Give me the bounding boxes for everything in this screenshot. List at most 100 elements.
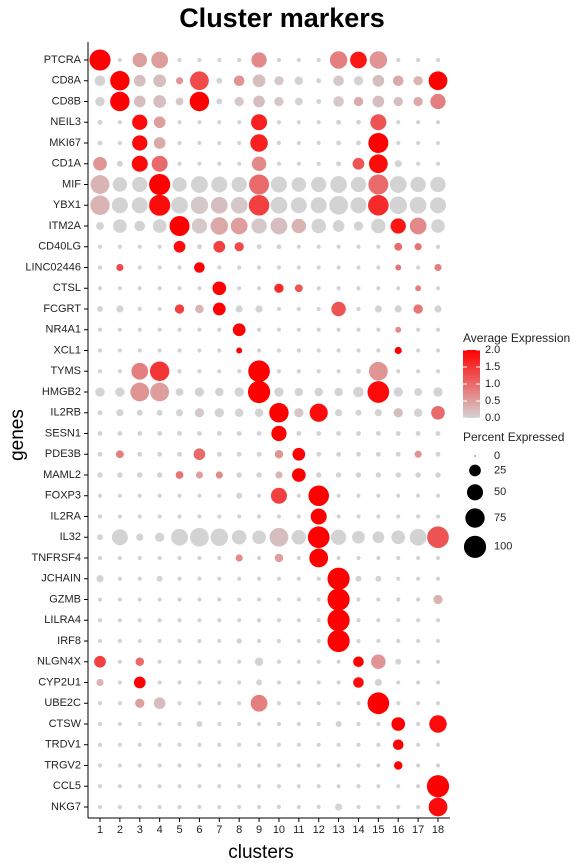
- dot: [237, 597, 242, 602]
- dot: [197, 597, 202, 602]
- dot: [117, 140, 122, 146]
- dot: [97, 327, 103, 332]
- dot: [97, 784, 103, 789]
- dot: [195, 471, 203, 479]
- y-tick-label: CTSL: [53, 282, 81, 294]
- dot: [316, 306, 321, 312]
- dot: [329, 51, 348, 69]
- dot: [97, 555, 103, 561]
- dot: [97, 618, 103, 623]
- dot: [395, 472, 401, 478]
- dot: [190, 196, 209, 214]
- dot: [274, 450, 284, 459]
- dot: [194, 262, 205, 273]
- dot: [116, 263, 124, 272]
- dot: [194, 408, 205, 418]
- dot: [217, 638, 222, 644]
- dot: [276, 265, 282, 270]
- dot: [409, 217, 427, 235]
- dot: [157, 327, 162, 332]
- dot: [395, 264, 402, 271]
- dot: [429, 715, 447, 733]
- dot: [252, 74, 266, 88]
- x-axis-label: clusters: [228, 842, 293, 863]
- y-tick-label: IL2RB: [50, 407, 81, 419]
- dot: [157, 597, 162, 602]
- dot: [296, 369, 301, 374]
- dot: [97, 597, 103, 602]
- dot: [137, 327, 142, 332]
- dot: [356, 784, 361, 789]
- dot: [390, 218, 406, 234]
- dot: [276, 701, 282, 706]
- dot: [353, 76, 364, 86]
- dot: [369, 51, 388, 69]
- dot: [416, 369, 421, 374]
- dot: [233, 75, 245, 87]
- y-tick-label: CD1A: [52, 158, 82, 170]
- dot: [237, 784, 242, 789]
- dot: [376, 784, 381, 789]
- dot: [270, 196, 288, 214]
- dot: [117, 576, 122, 581]
- dot: [316, 431, 322, 436]
- dot: [117, 369, 122, 374]
- dot: [316, 286, 321, 291]
- dot: [212, 281, 227, 296]
- dot: [435, 244, 441, 249]
- dot: [97, 804, 103, 810]
- dot: [389, 176, 407, 193]
- dot: [157, 659, 162, 664]
- dot: [435, 576, 441, 581]
- y-tick-label: SESN1: [45, 427, 81, 439]
- dot: [137, 286, 142, 291]
- dot: [134, 220, 146, 232]
- dot: [316, 265, 321, 270]
- dot: [251, 52, 267, 68]
- dot: [414, 243, 422, 251]
- dot: [336, 701, 341, 706]
- dot: [136, 533, 144, 541]
- dot: [112, 177, 128, 192]
- dot: [396, 618, 401, 623]
- dot: [197, 161, 202, 166]
- dot: [276, 742, 282, 747]
- dot: [149, 361, 170, 381]
- x-tick-label: 4: [157, 824, 163, 836]
- dot: [177, 57, 182, 63]
- dot: [291, 530, 307, 545]
- dot: [274, 76, 284, 86]
- dot: [135, 698, 145, 708]
- dot: [171, 528, 188, 546]
- dot: [367, 692, 390, 715]
- dot: [191, 218, 208, 234]
- dot: [316, 638, 321, 644]
- dot: [375, 472, 382, 478]
- dot: [395, 658, 402, 665]
- dot: [197, 348, 202, 353]
- dot: [316, 597, 321, 602]
- dot: [292, 468, 306, 482]
- dot: [157, 784, 162, 789]
- y-tick-label: UBE2C: [44, 697, 81, 709]
- dot: [197, 659, 202, 664]
- dot: [137, 742, 142, 747]
- dot: [335, 409, 343, 417]
- dot: [396, 638, 401, 644]
- dot: [333, 96, 344, 107]
- dot: [269, 403, 289, 423]
- dot: [95, 387, 105, 397]
- dot: [416, 348, 421, 353]
- color-bar: [463, 350, 480, 418]
- dot: [296, 140, 301, 146]
- dot: [416, 742, 421, 747]
- dot: [117, 784, 122, 789]
- dot: [427, 526, 449, 549]
- y-tick-label: PDE3B: [45, 448, 81, 460]
- dot: [353, 386, 364, 398]
- dot: [296, 638, 301, 644]
- dot: [90, 195, 110, 215]
- dot: [316, 120, 321, 125]
- dot: [415, 431, 421, 436]
